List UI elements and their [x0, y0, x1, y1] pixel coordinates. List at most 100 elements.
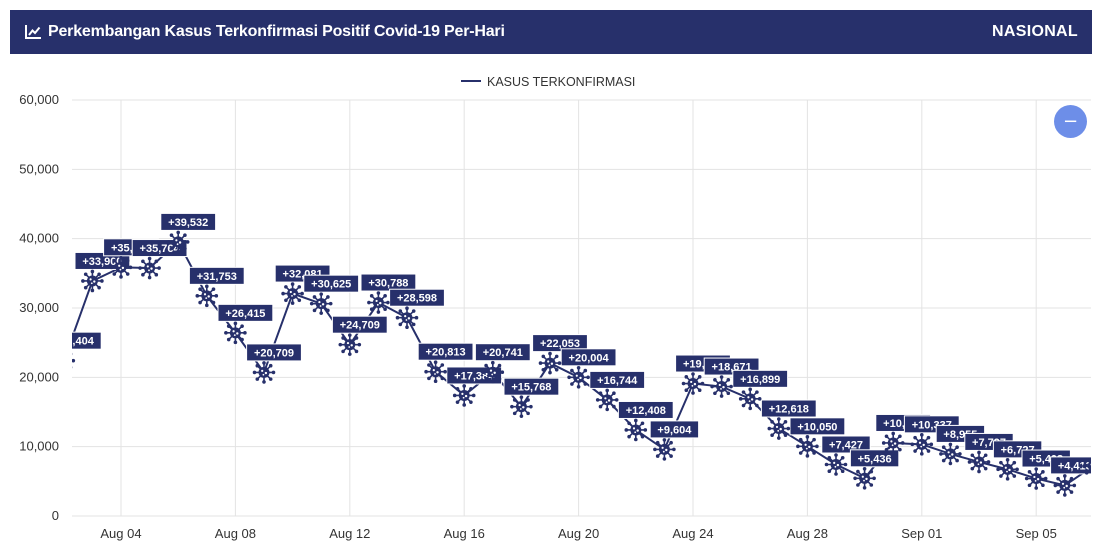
svg-text:+5,436: +5,436 [858, 453, 892, 465]
virus-icon[interactable] [108, 255, 134, 280]
virus-icon[interactable] [652, 437, 677, 462]
svg-text:+20,004: +20,004 [569, 352, 610, 364]
virus-icon[interactable] [137, 255, 162, 281]
legend-label[interactable]: KASUS TERKONFIRMASI [487, 75, 635, 89]
virus-icon[interactable] [251, 360, 277, 385]
svg-text:+26,415: +26,415 [225, 308, 265, 320]
virus-icon[interactable] [909, 432, 934, 457]
virus-icon[interactable] [194, 283, 219, 308]
data-label: +16,744 [589, 370, 646, 389]
data-label: +15,768 [503, 377, 560, 396]
y-tick-label: 50,000 [19, 161, 59, 176]
virus-icon[interactable] [995, 457, 1020, 482]
virus-icon[interactable] [1052, 473, 1077, 498]
virus-icon[interactable] [709, 374, 734, 399]
svg-text:+30,625: +30,625 [311, 279, 351, 291]
data-label: +31,753 [188, 266, 245, 285]
y-tick-label: 0 [52, 508, 59, 523]
header-title-group: Perkembangan Kasus Terkonfirmasi Positif… [24, 10, 505, 54]
virus-icon[interactable] [537, 350, 563, 376]
x-tick-label: Sep 01 [901, 526, 942, 541]
virus-icon[interactable] [595, 387, 620, 413]
svg-text:+22,404: +22,404 [54, 336, 95, 348]
y-tick-label: 10,000 [19, 439, 59, 454]
virus-icon[interactable] [166, 229, 191, 255]
x-tick-label: Aug 12 [329, 526, 370, 541]
svg-text:+12,618: +12,618 [769, 404, 809, 416]
data-label: +7,427 [821, 435, 871, 454]
virus-icon[interactable] [366, 290, 391, 315]
x-tick-label: Aug 04 [100, 526, 141, 541]
svg-text:+20,813: +20,813 [426, 347, 466, 359]
svg-text:+12,408: +12,408 [626, 405, 666, 417]
x-tick-label: Sep 05 [1016, 526, 1057, 541]
virus-icon[interactable] [823, 452, 849, 477]
data-label: +5,436 [849, 449, 900, 468]
data-label: +39,532 [160, 212, 217, 231]
zoom-out-button[interactable]: − [1054, 105, 1087, 138]
svg-text:+33,900: +33,900 [82, 256, 122, 268]
data-label: +16,899 [732, 369, 789, 388]
chart-header: Perkembangan Kasus Terkonfirmasi Positif… [10, 10, 1092, 54]
svg-text:+30,788: +30,788 [368, 278, 408, 290]
svg-text:+20,709: +20,709 [254, 347, 294, 359]
svg-text:+10,050: +10,050 [797, 421, 837, 433]
virus-icon[interactable] [738, 386, 763, 411]
svg-text:+7,427: +7,427 [829, 440, 863, 452]
x-tick-label: Aug 08 [215, 526, 256, 541]
virus-icon[interactable] [881, 430, 906, 456]
data-label: +30,788 [360, 273, 417, 292]
svg-text:+31,753: +31,753 [197, 271, 237, 283]
virus-icon[interactable] [966, 449, 992, 475]
minus-icon: − [1062, 111, 1079, 132]
data-label: +30,625 [303, 274, 360, 293]
data-label: +10,050 [789, 417, 846, 436]
svg-text:+16,744: +16,744 [597, 375, 638, 387]
virus-icon[interactable] [80, 268, 105, 294]
data-label: +9,604 [649, 420, 700, 439]
virus-icon[interactable] [766, 416, 791, 441]
y-tick-label: 40,000 [19, 231, 59, 246]
svg-text:+16,899: +16,899 [740, 374, 780, 386]
virus-icon[interactable] [938, 441, 963, 467]
data-label: +12,408 [617, 400, 674, 419]
scope-label: NASIONAL [992, 23, 1078, 40]
y-tick-label: 60,000 [19, 92, 59, 107]
chart-title: Perkembangan Kasus Terkonfirmasi Positif… [48, 23, 505, 40]
virus-icon[interactable] [795, 434, 820, 459]
virus-icon[interactable] [309, 291, 334, 316]
virus-icon[interactable] [480, 360, 505, 385]
data-label: +20,004 [560, 348, 617, 367]
data-label: +4,413 [1050, 456, 1092, 475]
svg-text:+9,604: +9,604 [657, 424, 692, 436]
svg-text:+22,053: +22,053 [540, 338, 580, 350]
virus-icon[interactable] [452, 383, 477, 408]
data-label: +26,415 [217, 303, 274, 322]
virus-icon[interactable] [509, 394, 534, 419]
x-tick-label: Aug 16 [444, 526, 485, 541]
virus-icon[interactable] [566, 365, 591, 390]
data-label: +12,618 [760, 399, 817, 418]
svg-text:+4,413: +4,413 [1058, 460, 1092, 472]
virus-icon[interactable] [852, 466, 877, 491]
virus-icon[interactable] [337, 332, 362, 357]
data-label: +22,404 [54, 331, 102, 350]
virus-icon[interactable] [423, 359, 448, 384]
svg-text:+28,598: +28,598 [397, 293, 437, 305]
data-label: +20,709 [246, 343, 302, 362]
svg-text:+24,709: +24,709 [340, 320, 380, 332]
line-chart-icon [25, 25, 41, 39]
data-label: +22,053 [532, 334, 588, 353]
virus-icon[interactable] [680, 371, 706, 396]
data-label: +20,813 [417, 342, 474, 361]
data-label: +28,598 [389, 288, 445, 307]
y-tick-label: 20,000 [19, 369, 59, 384]
virus-icon[interactable] [1024, 466, 1049, 491]
virus-icon[interactable] [623, 417, 648, 443]
svg-text:+39,532: +39,532 [168, 217, 208, 229]
data-label: +24,709 [331, 315, 388, 334]
virus-icon[interactable] [280, 281, 305, 306]
virus-icon[interactable] [394, 305, 420, 330]
virus-icon[interactable] [223, 320, 248, 345]
